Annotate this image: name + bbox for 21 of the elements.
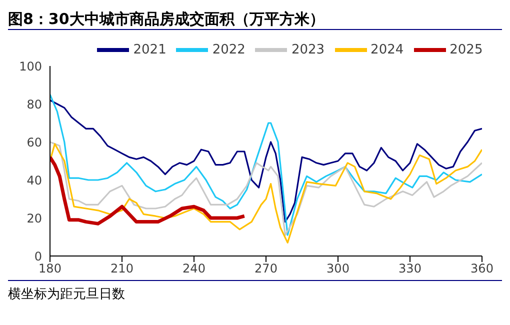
line-series — [50, 155, 246, 226]
y-tick-label: 80 — [26, 97, 42, 112]
x-tick-label: 360 — [470, 262, 494, 276]
x-tick-label: 300 — [326, 262, 350, 276]
legend-label: 2022 — [212, 42, 246, 58]
y-tick-label: 0 — [34, 249, 42, 264]
y-tick-label: 40 — [26, 173, 42, 188]
x-tick-label: 270 — [254, 262, 278, 276]
y-tick-label: 60 — [26, 135, 42, 150]
chart-title: 图8：30大中城市商品房成交面积（万平方米） — [8, 8, 502, 30]
legend-label: 2023 — [291, 42, 325, 58]
legend-label: 2024 — [370, 42, 404, 58]
y-tick-label: 20 — [26, 211, 42, 226]
x-tick-label: 210 — [110, 262, 134, 276]
x-tick-label: 180 — [38, 262, 62, 276]
legend-label: 2025 — [450, 42, 483, 58]
x-tick-label: 330 — [398, 262, 422, 276]
x-tick-label: 240 — [182, 262, 206, 276]
y-tick-label: 100 — [19, 59, 42, 74]
text: 横坐标为距元旦日数 — [8, 280, 502, 303]
legend-label: 2021 — [133, 42, 166, 58]
